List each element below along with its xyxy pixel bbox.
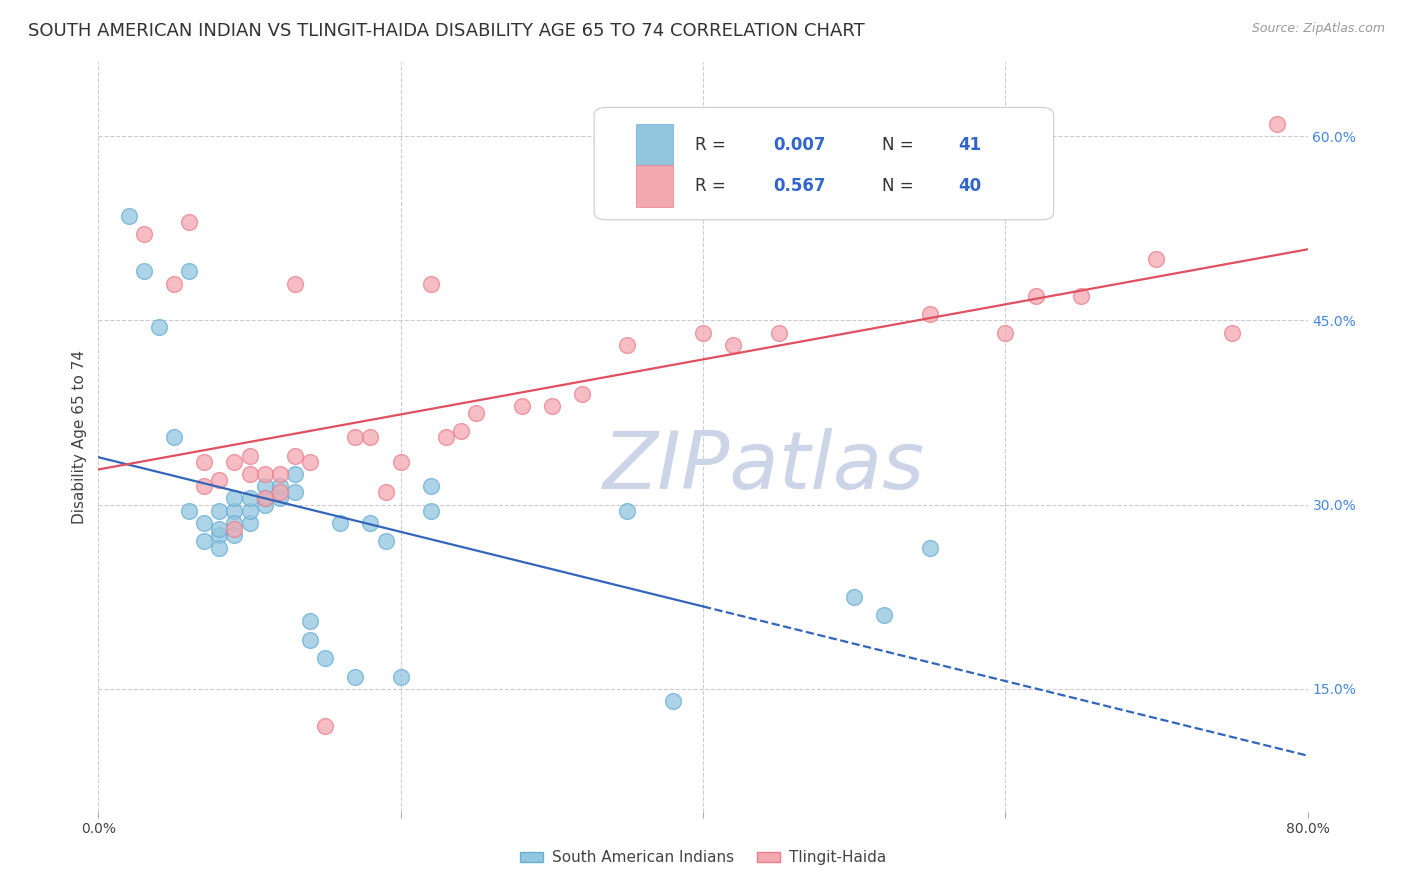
Point [224, 504, 246, 518]
Point [239, 467, 262, 481]
Point [224, 522, 246, 536]
Y-axis label: Disability Age 65 to 74: Disability Age 65 to 74 [72, 350, 87, 524]
Point [994, 326, 1017, 340]
Text: ZIPatlas: ZIPatlas [602, 428, 925, 506]
Point [1267, 117, 1289, 131]
Point [269, 479, 291, 493]
Point [450, 424, 472, 438]
Point [314, 651, 336, 665]
Point [299, 632, 322, 647]
Point [239, 491, 262, 506]
Point [269, 467, 291, 481]
Point [224, 491, 246, 506]
Point [344, 670, 367, 684]
Point [253, 479, 276, 493]
Point [179, 264, 201, 278]
Point [692, 326, 714, 340]
Point [616, 338, 638, 352]
Text: R =: R = [695, 136, 731, 153]
Point [193, 534, 215, 549]
Point [360, 516, 382, 530]
Point [314, 719, 336, 733]
Text: 0.007: 0.007 [773, 136, 825, 153]
Point [1144, 252, 1167, 266]
Point [284, 277, 307, 291]
Point [253, 498, 276, 512]
Text: SOUTH AMERICAN INDIAN VS TLINGIT-HAIDA DISABILITY AGE 65 TO 74 CORRELATION CHART: SOUTH AMERICAN INDIAN VS TLINGIT-HAIDA D… [28, 22, 865, 40]
Point [510, 400, 533, 414]
Point [269, 491, 291, 506]
Point [465, 405, 488, 419]
Point [239, 516, 262, 530]
Point [132, 227, 155, 242]
Point [208, 504, 231, 518]
Point [420, 479, 443, 493]
Point [118, 209, 141, 223]
Text: N =: N = [882, 136, 920, 153]
Point [434, 430, 457, 444]
Point [193, 455, 215, 469]
Point [193, 516, 215, 530]
Point [420, 277, 443, 291]
Bar [637, 124, 672, 165]
Text: R =: R = [695, 178, 731, 195]
Point [616, 504, 638, 518]
Point [132, 264, 155, 278]
Point [224, 516, 246, 530]
Point [723, 338, 745, 352]
Point [344, 430, 367, 444]
Point [148, 319, 170, 334]
Point [224, 455, 246, 469]
Point [873, 608, 896, 623]
Bar [637, 165, 672, 207]
Point [208, 528, 231, 542]
Point [284, 449, 307, 463]
Point [389, 670, 412, 684]
Point [193, 479, 215, 493]
Point [253, 491, 276, 506]
Point [163, 277, 186, 291]
Point [179, 504, 201, 518]
Text: N =: N = [882, 178, 920, 195]
Point [284, 485, 307, 500]
Point [374, 485, 396, 500]
Point [661, 694, 683, 708]
Text: 0.567: 0.567 [773, 178, 825, 195]
Legend: South American Indians, Tlingit-Haida: South American Indians, Tlingit-Haida [513, 845, 893, 871]
Point [1070, 289, 1092, 303]
Point [389, 455, 412, 469]
Point [571, 387, 593, 401]
Point [844, 590, 866, 604]
Point [1024, 289, 1046, 303]
Point [224, 528, 246, 542]
Point [239, 449, 262, 463]
Point [299, 615, 322, 629]
FancyBboxPatch shape [595, 107, 1053, 219]
Point [299, 455, 322, 469]
Point [768, 326, 790, 340]
Point [253, 467, 276, 481]
Point [374, 534, 396, 549]
Text: 41: 41 [957, 136, 981, 153]
Point [208, 522, 231, 536]
Point [918, 307, 941, 321]
Point [253, 491, 276, 506]
Point [540, 400, 562, 414]
Point [179, 215, 201, 229]
Point [329, 516, 352, 530]
Point [918, 541, 941, 555]
Point [269, 485, 291, 500]
Point [208, 541, 231, 555]
Text: Source: ZipAtlas.com: Source: ZipAtlas.com [1251, 22, 1385, 36]
Point [1220, 326, 1243, 340]
Point [284, 467, 307, 481]
Point [208, 473, 231, 487]
Point [239, 504, 262, 518]
Text: 40: 40 [957, 178, 981, 195]
Point [360, 430, 382, 444]
Point [163, 430, 186, 444]
Point [420, 504, 443, 518]
